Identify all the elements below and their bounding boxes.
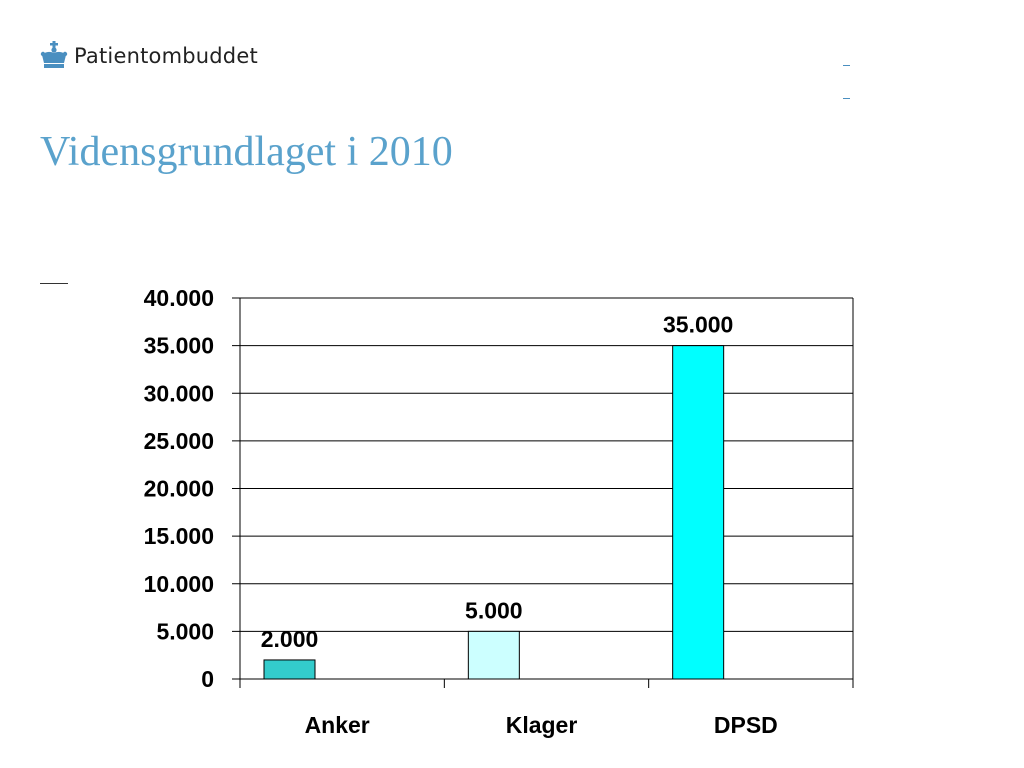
x-tick-label: DPSD: [714, 712, 778, 738]
y-tick-label: 30.000: [144, 380, 214, 406]
slide-title: Vidensgrundlaget i 2010: [40, 129, 453, 175]
data-label: 2.000: [261, 626, 319, 652]
decorative-dash: [40, 283, 68, 284]
x-tick-label: Anker: [305, 712, 370, 738]
decorative-dash: [843, 65, 850, 66]
y-tick-label: 35.000: [144, 333, 214, 359]
y-tick-label: 40.000: [144, 285, 214, 311]
bar: [672, 345, 725, 680]
crown-icon: [40, 41, 68, 68]
bar: [263, 659, 316, 680]
bar: [467, 630, 520, 680]
y-tick-label: 25.000: [144, 428, 214, 454]
decorative-dash: [843, 98, 850, 99]
y-tick-label: 5.000: [156, 618, 214, 644]
logo: Patientombuddet: [40, 38, 258, 74]
x-tick-label: Klager: [506, 712, 578, 738]
y-tick-label: 15.000: [144, 523, 214, 549]
data-label: 5.000: [465, 597, 523, 623]
logo-text: Patientombuddet: [74, 44, 258, 68]
y-tick-label: 20.000: [144, 476, 214, 502]
data-label: 35.000: [663, 312, 733, 338]
y-tick-label: 10.000: [144, 571, 214, 597]
y-tick-label: 0: [201, 666, 214, 692]
